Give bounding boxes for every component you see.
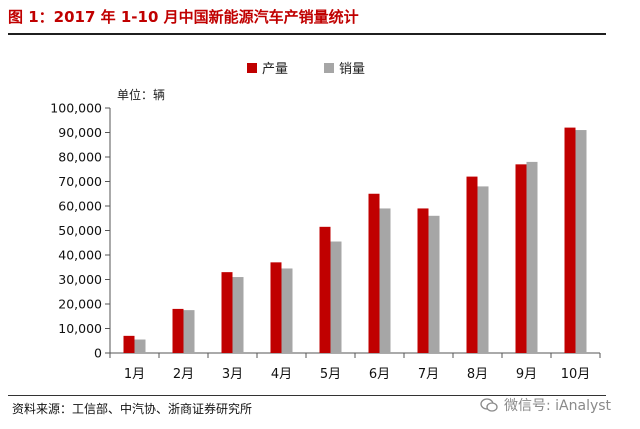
y-tick-label: 100,000: [50, 101, 102, 116]
legend-swatch-production: [247, 62, 257, 73]
chart-legend: 产量 销量: [247, 58, 401, 77]
bar-sales: [428, 215, 440, 353]
y-tick-label: 90,000: [58, 125, 102, 140]
bar-sales: [379, 208, 391, 353]
legend-swatch-sales: [324, 62, 335, 73]
bar-production: [564, 127, 576, 353]
legend-item-sales: 销量: [324, 58, 365, 77]
bar-production: [172, 308, 184, 353]
y-tick-label: 50,000: [58, 223, 102, 238]
x-tick-label: 4月: [271, 367, 292, 382]
y-tick-label: 30,000: [58, 272, 102, 287]
title-divider: [8, 33, 606, 35]
x-tick-label: 10月: [561, 367, 591, 382]
bar-production: [515, 164, 527, 353]
x-tick-label: 2月: [173, 367, 194, 382]
unit-label: 单位：辆: [117, 88, 166, 102]
bar-production: [319, 226, 331, 353]
figure-title: 图 1：2017 年 1-10 月中国新能源汽车产销量统计: [8, 8, 359, 26]
bar-sales: [183, 310, 195, 353]
bar-sales: [330, 241, 342, 353]
bar-production: [466, 176, 478, 353]
wechat-icon: [480, 398, 498, 412]
x-tick-label: 1月: [124, 367, 145, 382]
bar-production: [123, 335, 135, 353]
bar-production: [368, 193, 380, 353]
bar-production: [417, 208, 429, 353]
bar-production: [270, 262, 282, 353]
x-tick-label: 8月: [467, 367, 488, 382]
legend-label-production: 产量: [262, 62, 289, 77]
x-tick-label: 3月: [222, 367, 243, 382]
bar-sales: [281, 268, 293, 353]
legend-item-production: 产量: [247, 58, 288, 77]
y-tick-label: 20,000: [58, 297, 102, 312]
bar-sales: [526, 161, 538, 353]
y-tick-label: 40,000: [58, 248, 102, 263]
y-tick-label: 60,000: [58, 199, 102, 214]
x-tick-label: 9月: [516, 367, 537, 382]
y-tick-label: 70,000: [58, 174, 102, 189]
watermark: 微信号: iAnalyst: [480, 395, 611, 415]
bar-sales: [232, 277, 244, 353]
y-tick-label: 10,000: [58, 321, 102, 336]
x-tick-label: 5月: [320, 367, 341, 382]
x-tick-label: 6月: [369, 367, 390, 382]
bar-sales: [134, 339, 146, 353]
y-tick-label: 80,000: [58, 150, 102, 165]
source-note: 资料来源：工信部、中汽协、浙商证券研究所: [12, 402, 253, 416]
bar-production: [221, 272, 233, 353]
watermark-text: 微信号: iAnalyst: [504, 398, 612, 414]
legend-label-sales: 销量: [339, 62, 366, 77]
source-divider: [8, 395, 606, 396]
y-tick-label: 0: [94, 346, 102, 361]
x-tick-label: 7月: [418, 367, 439, 382]
bar-sales: [477, 186, 489, 353]
bar-sales: [575, 130, 587, 353]
